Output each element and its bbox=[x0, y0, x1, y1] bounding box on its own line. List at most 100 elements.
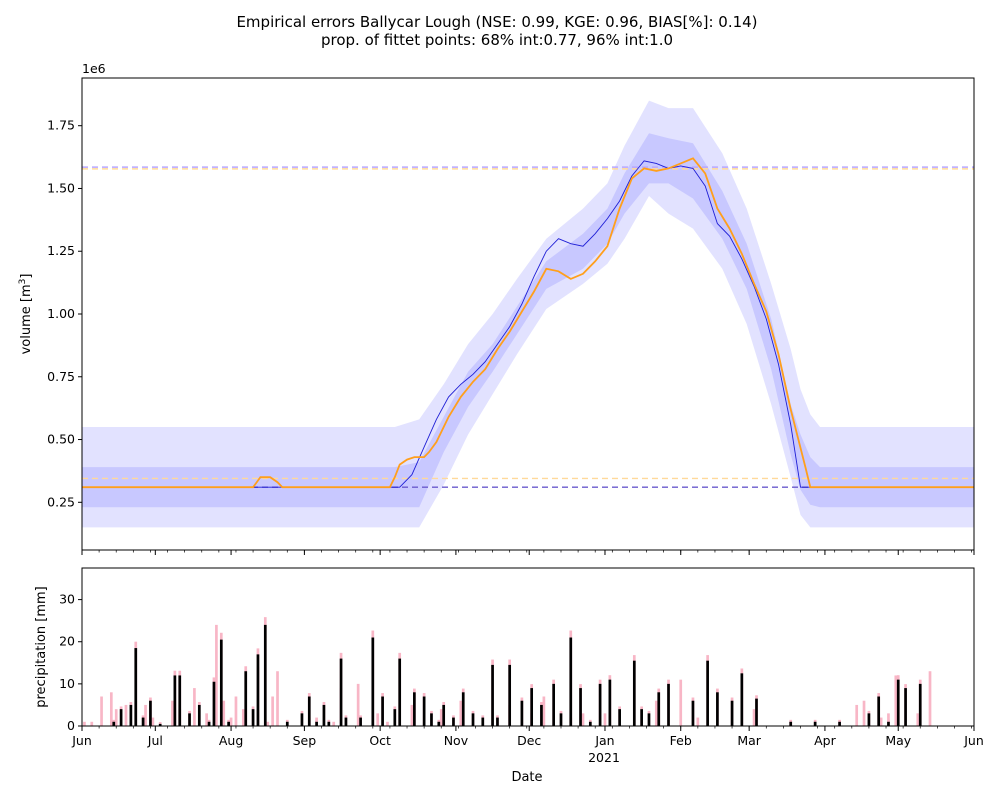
precip-observed-bar bbox=[640, 709, 643, 726]
precip-observed-bar bbox=[430, 713, 433, 726]
volume-y-label-main: volume [m bbox=[19, 284, 34, 354]
precip-observed-bar bbox=[344, 717, 348, 726]
precip-observed-bar bbox=[887, 721, 890, 726]
precip-observed-bar bbox=[219, 639, 223, 726]
precip-upper-bar bbox=[114, 709, 118, 726]
precip-observed-bar bbox=[618, 709, 621, 726]
precip-observed-bar bbox=[716, 692, 719, 726]
precip-upper-bar bbox=[410, 704, 414, 726]
precip-observed-bar bbox=[393, 709, 397, 726]
precip-upper-bar bbox=[356, 683, 360, 726]
precip-upper-bar bbox=[276, 671, 279, 726]
x-tick-label: Jul bbox=[147, 733, 163, 748]
precip-observed-bar bbox=[838, 721, 841, 726]
precip-observed-bar bbox=[197, 704, 201, 726]
precip-upper-bar bbox=[109, 692, 113, 726]
chart-subtitle: prop. of fittet points: 68% int:0.77, 96… bbox=[321, 31, 673, 49]
volume-y-axis-label: volume [m3] bbox=[18, 274, 34, 355]
precip-observed-bar bbox=[207, 721, 211, 726]
y-offset-label: 1e6 bbox=[82, 61, 106, 76]
precip-observed-bar bbox=[540, 704, 543, 726]
chart-title: Empirical errors Ballycar Lough (NSE: 0.… bbox=[236, 13, 757, 31]
precip-upper-bar bbox=[887, 713, 890, 726]
precip-observed-bar bbox=[227, 721, 230, 726]
precip-y-tick-label: 0 bbox=[67, 718, 75, 733]
precip-observed-bar bbox=[112, 721, 116, 726]
precip-observed-bar bbox=[740, 673, 744, 726]
x-tick-label: Dec bbox=[517, 733, 541, 748]
precip-observed-bar bbox=[173, 675, 177, 726]
precip-observed-bar bbox=[119, 709, 123, 726]
precip-observed-bar bbox=[371, 637, 375, 726]
precip-observed-bar bbox=[307, 696, 311, 726]
precip-upper-bar bbox=[386, 721, 389, 726]
x-tick-label: Apr bbox=[814, 733, 836, 748]
precip-observed-bar bbox=[149, 700, 152, 726]
precip-upper-bar bbox=[229, 717, 233, 726]
precip-observed-bar bbox=[632, 660, 636, 726]
precip-upper-bar bbox=[581, 713, 585, 726]
precip-upper-bar bbox=[376, 713, 380, 726]
precip-observed-bar bbox=[877, 696, 881, 726]
precip-upper-bar bbox=[83, 721, 86, 726]
precip-observed-bar bbox=[691, 700, 695, 726]
precip-observed-bar bbox=[730, 700, 734, 726]
precip-observed-bar bbox=[158, 723, 162, 726]
precip-observed-bar bbox=[322, 704, 326, 726]
precip-observed-bar bbox=[491, 664, 494, 726]
volume-panel: 0.25 0.50 0.75 1.00 1.25 1.50 1.75 1e6 volume … bbox=[18, 61, 975, 555]
precip-observed-bar bbox=[706, 660, 709, 726]
precip-observed-bar bbox=[398, 658, 402, 726]
volume-y-tick-label: 0.75 bbox=[47, 369, 75, 384]
precip-observed-bar bbox=[422, 696, 426, 726]
x-tick-label: Aug bbox=[219, 733, 243, 748]
precip-upper-bar bbox=[928, 671, 932, 726]
precip-observed-bar bbox=[588, 721, 592, 726]
precip-upper-bar bbox=[266, 721, 270, 726]
precip-observed-bar bbox=[896, 679, 900, 726]
precip-observed-bar bbox=[481, 717, 485, 726]
x-tick-label: May bbox=[885, 733, 911, 748]
precip-observed-bar bbox=[789, 721, 793, 726]
precip-upper-bar bbox=[603, 713, 607, 726]
x-tick-label: Jan bbox=[594, 733, 614, 748]
volume-y-label-sup: 3 bbox=[18, 279, 28, 285]
precip-upper-bar bbox=[679, 679, 683, 726]
precip-observed-bar bbox=[327, 721, 331, 726]
volume-y-tick-label: 1.00 bbox=[47, 306, 75, 321]
precip-observed-bar bbox=[530, 688, 534, 726]
precip-observed-bar bbox=[598, 683, 602, 726]
precip-observed-bar bbox=[904, 688, 907, 726]
precip-observed-bar bbox=[244, 671, 248, 726]
precip-observed-bar bbox=[442, 704, 446, 726]
precip-upper-bar bbox=[332, 721, 336, 726]
precip-observed-bar bbox=[413, 692, 416, 726]
precip-observed-bar bbox=[188, 713, 191, 726]
precip-observed-bar bbox=[667, 683, 670, 726]
x-tick-label: Oct bbox=[369, 733, 391, 748]
precip-upper-bar bbox=[144, 704, 147, 726]
precip-observed-bar bbox=[178, 675, 182, 726]
precip-upper-bar bbox=[862, 700, 866, 726]
x-tick-label: Sep bbox=[293, 733, 317, 748]
precip-observed-bar bbox=[381, 696, 384, 726]
volume-y-label-end: ] bbox=[19, 274, 34, 279]
precip-observed-bar bbox=[315, 721, 318, 726]
precipitation-y-axis-label: precipitation [mm] bbox=[34, 586, 49, 708]
precip-upper-bar bbox=[241, 709, 245, 726]
precip-upper-bar bbox=[151, 717, 155, 726]
precip-upper-bar bbox=[439, 709, 443, 726]
precip-observed-bar bbox=[212, 681, 216, 726]
volume-y-tick-label: 0.25 bbox=[47, 494, 75, 509]
precip-observed-bar bbox=[559, 713, 563, 726]
precip-y-tick-label: 30 bbox=[59, 592, 75, 607]
precip-upper-bar bbox=[752, 709, 756, 726]
precip-upper-bar bbox=[171, 700, 174, 726]
x-tick-label: Nov bbox=[444, 733, 469, 748]
precip-observed-bar bbox=[134, 648, 138, 726]
precip-observed-bar bbox=[452, 717, 455, 726]
precip-upper-bar bbox=[193, 688, 196, 726]
precip-upper-bar bbox=[916, 713, 920, 726]
precip-upper-bar bbox=[879, 717, 883, 726]
